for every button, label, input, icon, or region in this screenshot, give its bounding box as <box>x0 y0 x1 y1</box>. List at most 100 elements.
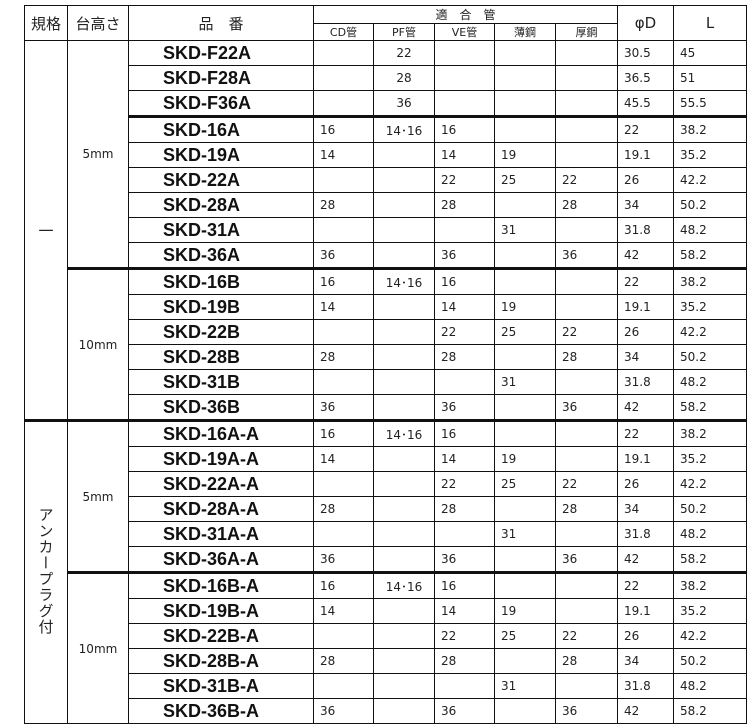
cell-pf <box>373 344 435 370</box>
cell-cd: 14 <box>313 294 374 320</box>
cell-cd: 16 <box>313 419 374 447</box>
cell-ve: 22 <box>434 167 495 193</box>
cell-l: 48.2 <box>673 217 747 243</box>
cell-l: 42.2 <box>673 167 747 193</box>
header-thin-steel: 薄鋼 <box>494 23 556 41</box>
table-row: SKD-28A-A 28 28 28 34 50.2 <box>25 496 747 522</box>
table-row: SKD-31A-A 31 31.8 48.2 <box>25 521 747 547</box>
part-number: SKD-19B-A <box>128 598 314 624</box>
cell-thick <box>555 115 618 143</box>
cell-thick: 28 <box>555 648 618 674</box>
cell-d: 31.8 <box>617 217 674 243</box>
cell-ve: 22 <box>434 623 495 649</box>
part-number: SKD-16A-A <box>128 419 314 447</box>
cell-thick <box>555 369 618 395</box>
cell-cd: 16 <box>313 571 374 599</box>
header-length: L <box>673 5 747 41</box>
cell-thick <box>555 419 618 447</box>
spec-cell: アンカープラグ付 <box>24 419 68 724</box>
header-compatible-pipe: 適 合 管 <box>313 5 618 24</box>
cell-l: 50.2 <box>673 496 747 522</box>
cell-thin <box>494 267 556 295</box>
height-cell: 5mm <box>67 40 129 269</box>
cell-thick: 22 <box>555 471 618 497</box>
cell-thick <box>555 90 618 117</box>
cell-l: 35.2 <box>673 598 747 624</box>
cell-pf <box>373 369 435 395</box>
cell-thick <box>555 267 618 295</box>
table-row: SKD-19B-A 14 14 19 19.1 35.2 <box>25 598 747 624</box>
cell-d: 34 <box>617 192 674 218</box>
cell-thick: 36 <box>555 394 618 421</box>
cell-pf <box>373 496 435 522</box>
cell-l: 50.2 <box>673 344 747 370</box>
cell-thin <box>494 546 556 573</box>
cell-pf <box>373 546 435 573</box>
cell-thin: 31 <box>494 521 556 547</box>
cell-ve: 14 <box>434 598 495 624</box>
spec-cell: 一 <box>24 40 68 421</box>
cell-cd: 16 <box>313 267 374 295</box>
part-number: SKD-31A <box>128 217 314 243</box>
part-number: SKD-19A-A <box>128 446 314 472</box>
cell-d: 22 <box>617 267 674 295</box>
part-number: SKD-19B <box>128 294 314 320</box>
cell-cd <box>313 217 374 243</box>
cell-d: 36.5 <box>617 65 674 91</box>
cell-thin <box>494 698 556 724</box>
cell-l: 58.2 <box>673 546 747 573</box>
cell-pf <box>373 698 435 724</box>
cell-pf <box>373 623 435 649</box>
part-number: SKD-28A <box>128 192 314 218</box>
table-row: SKD-28B 28 28 28 34 50.2 <box>25 344 747 370</box>
cell-cd: 14 <box>313 446 374 472</box>
cell-d: 42 <box>617 698 674 724</box>
cell-cd: 36 <box>313 394 374 421</box>
cell-l: 58.2 <box>673 394 747 421</box>
cell-pf: 14･16 <box>373 115 435 143</box>
cell-cd <box>313 319 374 345</box>
table-row: SKD-19B 14 14 19 19.1 35.2 <box>25 294 747 320</box>
cell-cd <box>313 90 374 117</box>
cell-cd <box>313 673 374 699</box>
cell-l: 58.2 <box>673 242 747 269</box>
table-row: SKD-36B 36 36 36 42 58.2 <box>25 394 747 421</box>
cell-d: 31.8 <box>617 673 674 699</box>
table-row: SKD-36A-A 36 36 36 42 58.2 <box>25 546 747 573</box>
part-number: SKD-F22A <box>128 40 314 66</box>
cell-pf <box>373 673 435 699</box>
cell-cd <box>313 167 374 193</box>
header-part-number: 品 番 <box>128 5 314 41</box>
cell-l: 38.2 <box>673 419 747 447</box>
table-row: SKD-28B-A 28 28 28 34 50.2 <box>25 648 747 674</box>
cell-ve: 14 <box>434 446 495 472</box>
cell-l: 38.2 <box>673 571 747 599</box>
cell-thick <box>555 40 618 66</box>
cell-pf: 22 <box>373 40 435 66</box>
cell-thick <box>555 65 618 91</box>
cell-d: 45.5 <box>617 90 674 117</box>
part-number: SKD-16B-A <box>128 571 314 599</box>
cell-thick <box>555 294 618 320</box>
cell-ve: 28 <box>434 344 495 370</box>
cell-ve: 14 <box>434 142 495 168</box>
cell-d: 26 <box>617 319 674 345</box>
cell-d: 26 <box>617 471 674 497</box>
cell-thin: 19 <box>494 142 556 168</box>
cell-ve: 14 <box>434 294 495 320</box>
cell-cd <box>313 369 374 395</box>
cell-ve: 16 <box>434 115 495 143</box>
cell-thin <box>494 394 556 421</box>
cell-l: 50.2 <box>673 648 747 674</box>
table-row: SKD-31B-A 31 31.8 48.2 <box>25 673 747 699</box>
header-cd: CD管 <box>313 23 374 41</box>
cell-cd <box>313 471 374 497</box>
cell-pf <box>373 319 435 345</box>
table-row: SKD-31A 31 31.8 48.2 <box>25 217 747 243</box>
cell-ve: 16 <box>434 267 495 295</box>
cell-cd: 36 <box>313 242 374 269</box>
cell-d: 34 <box>617 648 674 674</box>
cell-d: 34 <box>617 496 674 522</box>
cell-l: 51 <box>673 65 747 91</box>
cell-pf <box>373 142 435 168</box>
